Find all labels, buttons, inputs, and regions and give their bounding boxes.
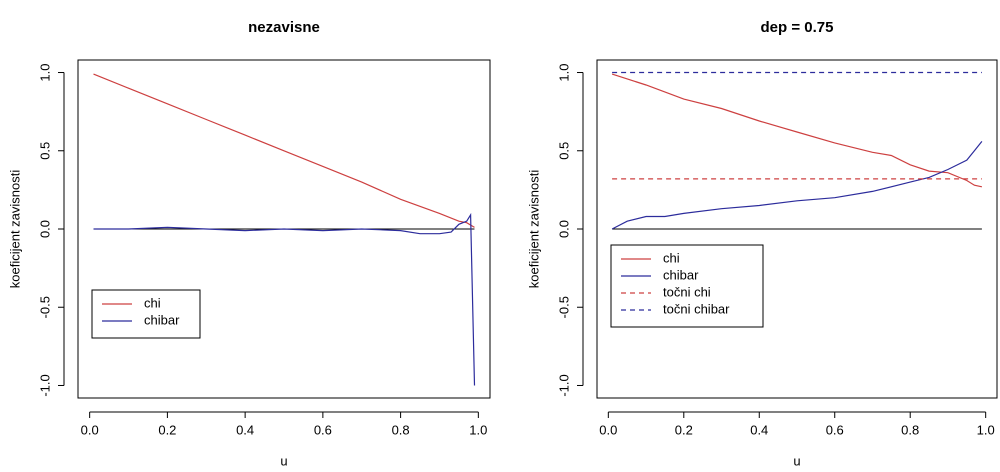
- y-axis-label: koeficijent zavisnosti: [526, 170, 541, 289]
- y-axis-label: koeficijent zavisnosti: [7, 170, 22, 289]
- legend-label: chibar: [144, 312, 180, 327]
- x-tick-label: 0.2: [675, 422, 693, 437]
- x-tick-label: 0.6: [826, 422, 844, 437]
- x-tick-label: 0.8: [392, 422, 410, 437]
- y-tick-label: 0.0: [37, 220, 52, 238]
- y-tick-label: 0.5: [37, 142, 52, 160]
- series-line: [611, 141, 983, 230]
- x-tick-label: 1.0: [469, 422, 487, 437]
- chart-title: nezavisne: [248, 19, 320, 36]
- legend-label: točni chi: [663, 284, 711, 299]
- y-tick-label: 1.0: [37, 63, 52, 81]
- plot-box: [596, 59, 998, 399]
- x-tick-label: 0.8: [901, 422, 919, 437]
- legend-box: [91, 289, 201, 339]
- x-tick-label: 0.0: [599, 422, 617, 437]
- x-tick-label: 0.4: [750, 422, 768, 437]
- x-tick-label: 1.0: [977, 422, 995, 437]
- y-tick-label: 0.0: [556, 220, 571, 238]
- chart-title: dep = 0.75: [761, 19, 834, 36]
- legend-label: chi: [144, 295, 161, 310]
- x-tick-label: 0.6: [314, 422, 332, 437]
- y-tick-label: 0.5: [556, 142, 571, 160]
- y-tick-label: -1.0: [556, 374, 571, 396]
- series-line: [93, 212, 476, 386]
- x-tick-label: 0.4: [236, 422, 254, 437]
- x-axis-label: u: [793, 453, 800, 467]
- y-tick-label: -1.0: [37, 374, 52, 396]
- x-tick-label: 0.0: [81, 422, 99, 437]
- legend-label: chi: [663, 250, 680, 265]
- y-tick-label: 1.0: [556, 63, 571, 81]
- legend-label: chibar: [663, 267, 699, 282]
- series-line: [93, 73, 475, 228]
- plot-box: [77, 59, 491, 399]
- legend-label: točni chibar: [663, 301, 730, 316]
- y-tick-label: -0.5: [37, 296, 52, 318]
- x-axis-label: u: [280, 453, 287, 467]
- x-tick-label: 0.2: [158, 422, 176, 437]
- y-tick-label: -0.5: [556, 296, 571, 318]
- series-line: [611, 73, 983, 188]
